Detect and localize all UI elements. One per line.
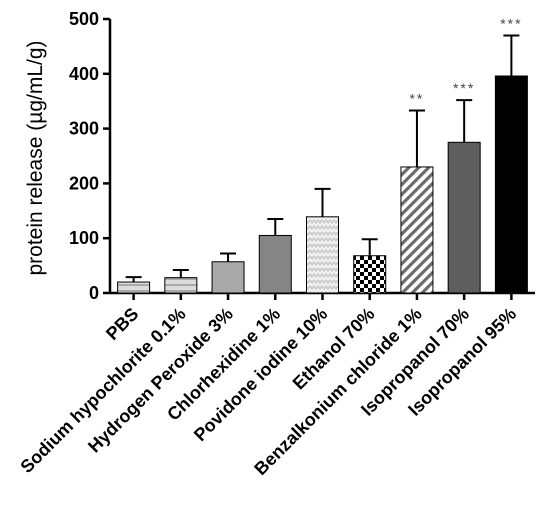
significance-label: *** (500, 15, 522, 31)
y-tick-label: 400 (69, 64, 99, 84)
significance-label: ** (409, 91, 424, 107)
category-label: Ethanol 70% (289, 304, 379, 394)
bar (211, 261, 245, 294)
y-tick-label: 0 (89, 283, 99, 303)
bar (494, 75, 528, 294)
bar (447, 141, 481, 294)
significance-marks: ******** (409, 15, 522, 107)
error-bars (125, 34, 520, 283)
bars (117, 75, 528, 294)
bar (117, 281, 151, 294)
y-tick-label: 200 (69, 173, 99, 193)
bar (258, 234, 292, 294)
significance-label: *** (453, 80, 475, 96)
y-tick-label: 300 (69, 119, 99, 139)
bar (306, 216, 339, 294)
bar (164, 277, 198, 294)
y-axis-title: protein release (µg/mL/g) (24, 40, 47, 275)
y-tick-label: 100 (69, 228, 99, 248)
bar (353, 255, 387, 294)
category-label: PBS (102, 304, 142, 344)
y-tick-label: 500 (69, 9, 99, 29)
bar (400, 166, 434, 294)
